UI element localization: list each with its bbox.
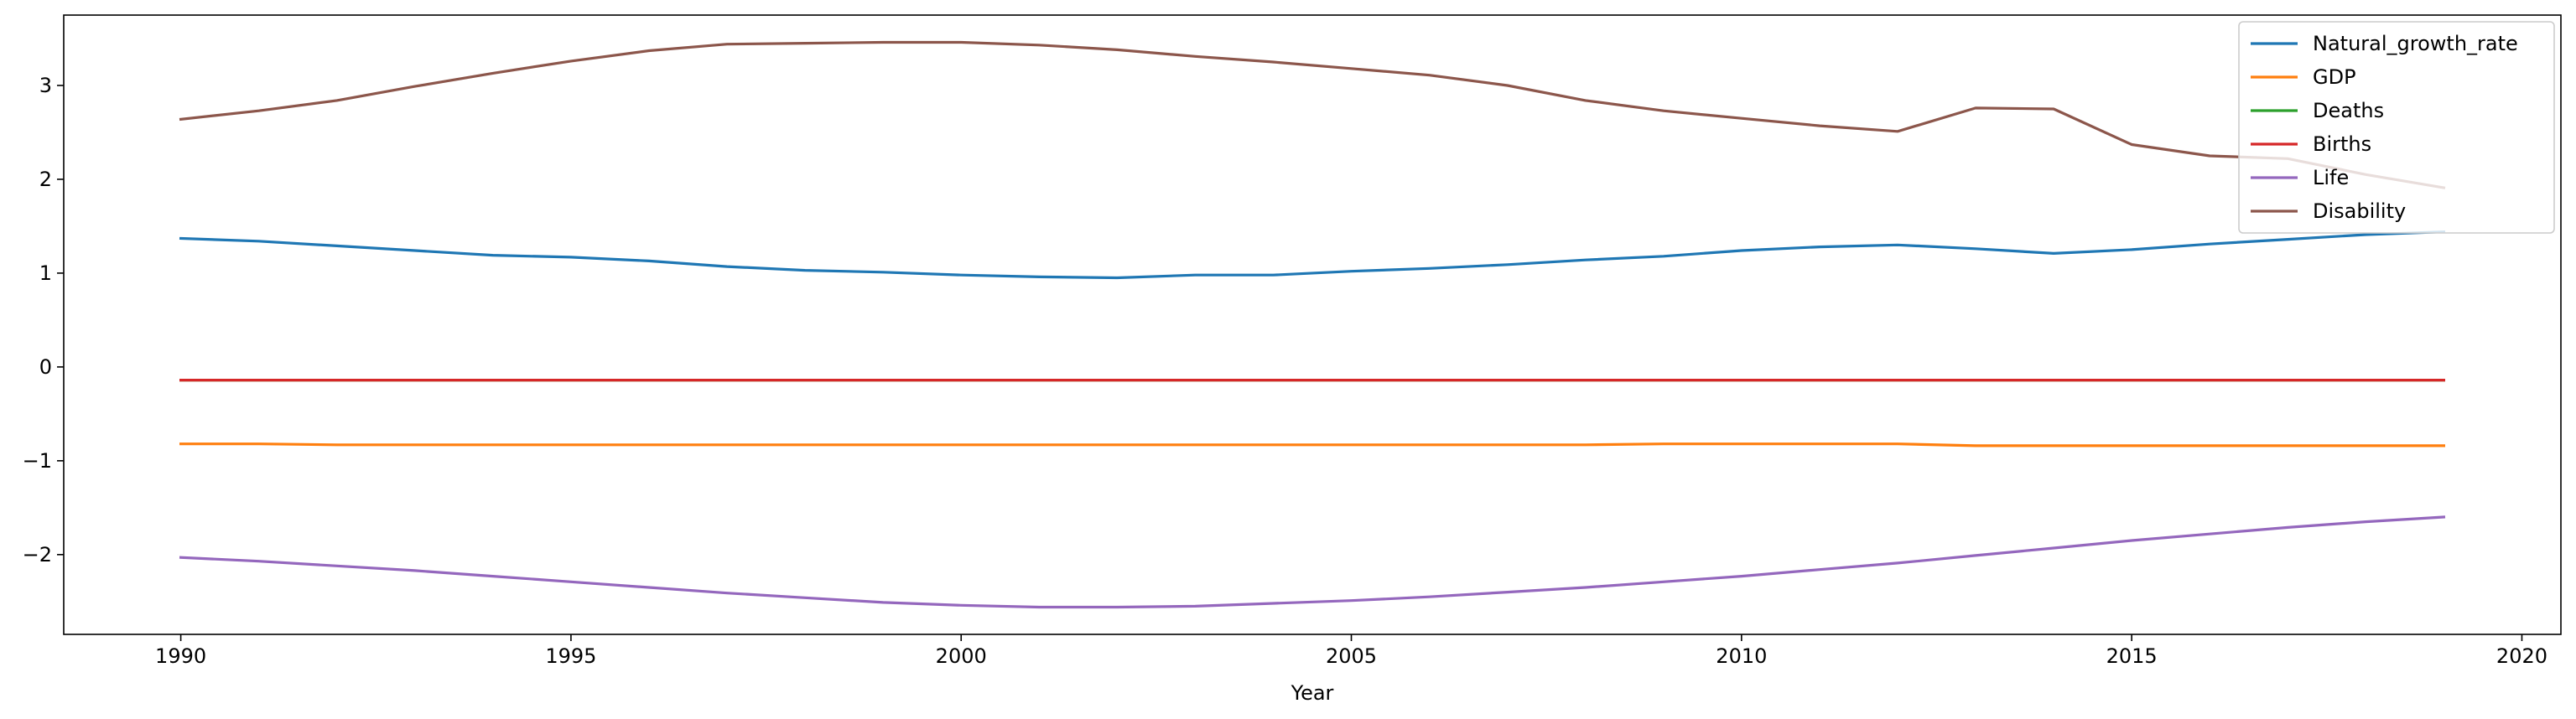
y-tick-label: 3 — [39, 74, 52, 97]
series-line-natural-growth-rate — [179, 230, 2446, 280]
legend-label-births: Births — [2313, 132, 2371, 156]
x-tick-label: 1990 — [155, 644, 206, 668]
y-tick-label: 2 — [39, 168, 52, 191]
x-tick-label: 2015 — [2106, 644, 2158, 668]
x-axis-ticks: 1990 1995 2000 2005 2010 2015 2020 — [155, 634, 2547, 668]
y-tick-label: 0 — [39, 355, 52, 379]
series-line-disability — [179, 40, 2446, 189]
legend-label-life: Life — [2313, 166, 2349, 189]
x-tick-label: 2005 — [1326, 644, 1377, 668]
y-tick-label: −1 — [23, 449, 52, 473]
x-tick-label: 1995 — [545, 644, 596, 668]
y-tick-label: 1 — [39, 261, 52, 285]
y-axis-ticks: −2 −1 0 1 2 3 — [23, 74, 64, 566]
y-tick-label: −2 — [23, 543, 52, 566]
series-line-gdp — [179, 442, 2445, 447]
x-tick-label: 2010 — [1716, 644, 1767, 668]
series-lines — [179, 40, 2446, 609]
legend-box — [2238, 21, 2555, 234]
legend-label-disability: Disability — [2313, 199, 2406, 223]
legend-label-natural-growth-rate: Natural_growth_rate — [2313, 32, 2518, 55]
legend: Natural_growth_rate GDP Deaths Births Life Di… — [2238, 21, 2555, 234]
plot-frame — [63, 14, 2562, 635]
legend-label-gdp: GDP — [2313, 65, 2356, 89]
x-axis-label: Year — [1291, 681, 1334, 705]
series-line-life — [179, 515, 2446, 609]
x-tick-label: 2020 — [2496, 644, 2547, 668]
legend-label-deaths: Deaths — [2313, 99, 2384, 122]
x-tick-label: 2000 — [936, 644, 987, 668]
